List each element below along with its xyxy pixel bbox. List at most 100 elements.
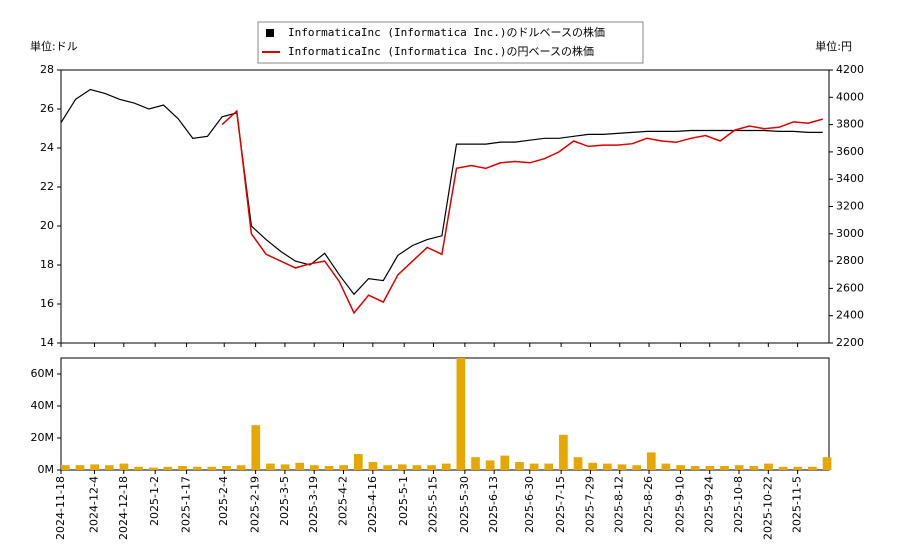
volume-bar	[500, 455, 510, 470]
x-tick-label: 2024-11-18	[54, 476, 67, 540]
volume-bar	[178, 466, 187, 470]
x-tick-label: 2025-7-15	[554, 476, 567, 533]
volume-bar	[192, 466, 202, 470]
x-tick-label: 2025-8-26	[642, 476, 655, 533]
y-tick-label: 18	[40, 258, 54, 271]
volume-bar	[690, 466, 700, 470]
volume-bar	[75, 465, 85, 470]
x-tick-label: 2025-5-30	[458, 476, 471, 533]
y2-tick-label: 4200	[836, 63, 864, 76]
x-tick-label: 2025-5-1	[397, 476, 410, 526]
y-tick-label: 28	[40, 63, 54, 76]
x-tick-label: 2025-2-4	[217, 476, 230, 526]
volume-bar	[90, 464, 99, 470]
y2-tick-label: 2600	[836, 281, 864, 294]
x-tick-label: 2025-1-17	[180, 476, 193, 533]
x-tick-label: 2024-12-18	[117, 476, 130, 540]
y-tick-label: 0M	[38, 463, 55, 476]
x-tick-label: 2025-6-30	[523, 476, 536, 533]
x-tick-label: 2025-4-2	[337, 476, 350, 526]
y-axis-label: 単位:ドル	[30, 39, 78, 53]
legend-label: InformaticaInc (Informatica Inc.)の円ベースの株…	[288, 44, 594, 58]
price-line	[221, 109, 823, 315]
volume-bar	[383, 465, 392, 470]
volume-bar	[134, 466, 143, 470]
x-tick-label: 2025-7-29	[583, 476, 596, 533]
volume-bar	[822, 457, 832, 470]
volume-bar	[544, 463, 554, 470]
legend-marker	[266, 29, 274, 37]
volume-bar	[456, 358, 466, 470]
volume-frame	[60, 357, 830, 471]
x-tick-label: 2025-4-16	[366, 476, 379, 533]
y2-tick-label: 3000	[836, 227, 864, 240]
volume-bar	[573, 457, 583, 470]
volume-bar	[119, 463, 129, 470]
volume-bar	[793, 466, 803, 470]
y-tick-label: 20M	[31, 431, 55, 444]
volume-bar	[104, 465, 114, 470]
y-tick-label: 20	[40, 219, 54, 232]
volume-bar	[236, 465, 246, 470]
y2-tick-label: 3200	[836, 200, 864, 213]
x-tick-label: 2025-9-24	[703, 476, 716, 533]
volume-bar	[720, 466, 729, 470]
x-tick-label: 2025-10-8	[732, 476, 745, 533]
volume-bar	[661, 463, 671, 470]
volume-bar	[353, 454, 363, 470]
y2-tick-label: 3800	[836, 118, 864, 131]
volume-bar	[397, 464, 407, 470]
y2-tick-label: 2200	[836, 336, 864, 349]
volume-bar	[280, 464, 290, 470]
volume-bar	[412, 465, 422, 470]
volume-bar	[148, 467, 158, 470]
volume-bar	[808, 466, 817, 470]
price-frame	[60, 69, 830, 344]
y2-tick-label: 3600	[836, 145, 864, 158]
volume-bar	[471, 457, 480, 470]
volume-bar	[61, 465, 70, 470]
volume-bar	[163, 466, 173, 470]
volume-bar	[676, 465, 685, 470]
volume-bar	[778, 466, 788, 470]
y2-tick-label: 3400	[836, 172, 864, 185]
y-tick-label: 22	[40, 180, 54, 193]
volume-bar	[734, 465, 744, 470]
volume-bar	[646, 452, 656, 470]
price-line	[60, 88, 823, 296]
volume-bar	[705, 466, 715, 470]
volume-bar	[310, 465, 319, 470]
x-tick-label: 2024-12-4	[87, 476, 100, 533]
legend-label: InformaticaInc (Informatica Inc.)のドルベースの…	[288, 25, 605, 39]
volume-bar	[529, 463, 539, 470]
volume-bar	[588, 462, 598, 470]
volume-bar	[295, 462, 305, 470]
volume-bar	[251, 425, 261, 470]
volume-bar	[764, 463, 773, 470]
y-tick-label: 24	[40, 141, 54, 154]
volume-bar	[485, 460, 495, 470]
x-tick-label: 2025-10-22	[761, 476, 774, 540]
x-tick-label: 2025-3-5	[278, 476, 291, 526]
x-tick-label: 2025-5-15	[426, 476, 439, 533]
y-tick-label: 40M	[31, 399, 55, 412]
volume-bar	[632, 465, 641, 470]
x-tick-label: 2025-8-12	[613, 476, 626, 533]
volume-bar	[207, 466, 217, 470]
y-tick-label: 60M	[31, 367, 55, 380]
legend	[257, 21, 644, 64]
x-tick-label: 2025-9-10	[673, 476, 686, 533]
volume-bar	[515, 462, 524, 470]
volume-bar	[559, 434, 568, 470]
x-tick-label: 2025-1-2	[148, 476, 161, 526]
x-tick-label: 2025-3-19	[307, 476, 320, 533]
volume-bar	[222, 466, 231, 470]
y2-tick-label: 4000	[836, 90, 864, 103]
volume-bar	[749, 466, 759, 470]
volume-bar	[617, 464, 627, 470]
volume-bar	[339, 465, 349, 470]
x-tick-label: 2025-2-19	[249, 476, 262, 533]
y-tick-label: 14	[40, 336, 54, 349]
y-tick-label: 26	[40, 102, 54, 115]
